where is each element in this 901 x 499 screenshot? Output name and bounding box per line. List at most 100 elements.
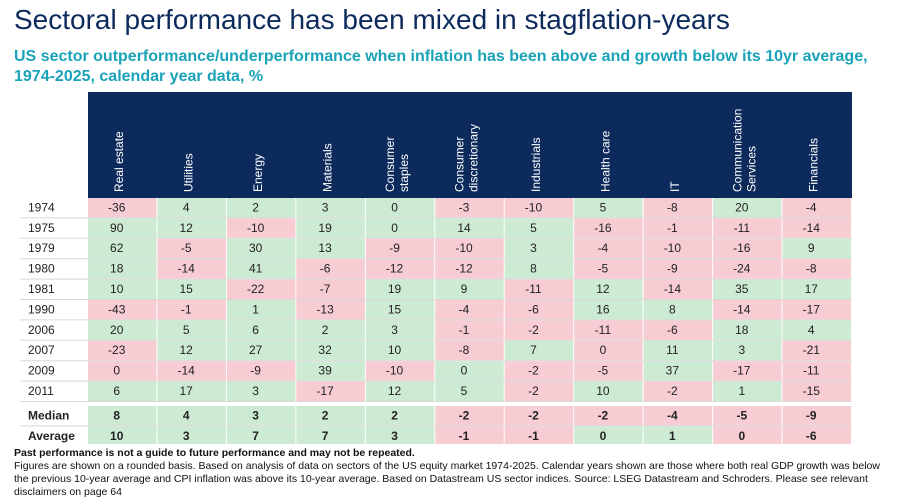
- table: Real estate Utilities Energy Materials Consu…: [20, 92, 852, 444]
- cell-value: 2: [322, 323, 329, 337]
- cell-value: 3: [391, 323, 398, 337]
- cell: [226, 361, 296, 381]
- cell-value: 10: [110, 429, 124, 443]
- cell-value: -43: [108, 302, 126, 316]
- cell: [365, 361, 435, 381]
- cell-value: -1: [181, 302, 192, 316]
- cell: [782, 218, 851, 238]
- cell-value: -8: [667, 200, 678, 214]
- cell: [713, 198, 782, 218]
- cell-value: -9: [389, 241, 400, 255]
- cell: [226, 406, 296, 426]
- cell: [435, 218, 504, 238]
- cell-value: 8: [530, 262, 537, 276]
- cell-value: 11: [666, 343, 679, 357]
- cell-value: -12: [455, 262, 473, 276]
- cell: [88, 259, 157, 279]
- cell-value: -11: [525, 282, 542, 296]
- column-header: Industrials: [529, 137, 543, 192]
- cell-value: 3: [738, 343, 745, 357]
- cell: [226, 300, 296, 320]
- cell-value: 3: [252, 384, 259, 398]
- cell-value: 19: [388, 282, 402, 296]
- cell-value: -2: [667, 384, 678, 398]
- cell: [365, 279, 435, 299]
- cell: [435, 279, 504, 299]
- cell-value: 10: [110, 282, 124, 296]
- cell-value: 1: [738, 384, 745, 398]
- cell: [504, 238, 574, 259]
- cell: [504, 300, 574, 320]
- cell-value: 3: [183, 429, 190, 443]
- cell: [782, 340, 851, 361]
- cell: [296, 300, 365, 320]
- cell-value: 2: [252, 200, 259, 214]
- cell: [296, 218, 365, 238]
- cell: [88, 381, 157, 401]
- cell-value: 7: [530, 343, 537, 357]
- cell-value: -9: [806, 408, 817, 422]
- cell-value: 0: [600, 343, 607, 357]
- cell: [435, 381, 504, 401]
- cell-value: 3: [530, 241, 537, 255]
- cell: [713, 406, 782, 426]
- cell: [435, 300, 504, 320]
- cell: [643, 300, 713, 320]
- cell: [296, 361, 365, 381]
- cell: [574, 238, 643, 259]
- cell: [643, 198, 713, 218]
- cell: [157, 279, 226, 299]
- cell-value: 1: [669, 429, 676, 443]
- disclaimer: Past performance is not a guide to futur…: [14, 447, 415, 459]
- cell-value: -8: [459, 343, 470, 357]
- cell-value: -22: [247, 282, 265, 296]
- cell: [643, 259, 713, 279]
- cell: [365, 320, 435, 340]
- cell-value: 27: [249, 343, 263, 357]
- cell-value: 8: [669, 302, 676, 316]
- cell: [88, 340, 157, 361]
- cell: [504, 381, 574, 401]
- cell-value: 15: [388, 302, 402, 316]
- cell: [782, 300, 851, 320]
- cell-value: -36: [108, 200, 126, 214]
- cell-value: -5: [736, 408, 747, 422]
- cell-value: -4: [667, 408, 678, 422]
- cell-value: 10: [596, 384, 610, 398]
- cell-value: -14: [803, 221, 821, 235]
- column-header: Energy: [251, 154, 265, 192]
- cell: [435, 320, 504, 340]
- cell-value: -10: [525, 200, 543, 214]
- cell-value: -6: [528, 302, 539, 316]
- row-label: 1980: [28, 262, 55, 276]
- cell: [435, 259, 504, 279]
- column-header: Communication: [730, 109, 744, 192]
- cell-value: 12: [180, 221, 194, 235]
- cell-value: -4: [598, 241, 609, 255]
- cell-value: 5: [530, 221, 537, 235]
- cell-value: 2: [322, 408, 329, 422]
- header-band: [88, 92, 852, 198]
- footer: Past performance is not a guide to futur…: [14, 447, 894, 499]
- cell-value: -10: [455, 241, 473, 255]
- cell-value: 7: [252, 429, 259, 443]
- row-label: 2009: [28, 364, 55, 378]
- cell-value: 2: [391, 408, 398, 422]
- column-header: Consumer: [383, 137, 397, 192]
- cell: [504, 279, 574, 299]
- cell-value: 6: [252, 323, 259, 337]
- cell: [296, 426, 365, 444]
- cell: [643, 361, 713, 381]
- cell-value: 1: [252, 302, 259, 316]
- cell-value: -2: [598, 408, 609, 422]
- cell: [782, 238, 851, 259]
- row-label: 2006: [28, 323, 55, 337]
- cell: [226, 218, 296, 238]
- cell: [88, 406, 157, 426]
- cell: [713, 381, 782, 401]
- cell: [226, 198, 296, 218]
- cell: [365, 340, 435, 361]
- cell: [88, 320, 157, 340]
- cell-value: -16: [594, 221, 612, 235]
- cell: [713, 320, 782, 340]
